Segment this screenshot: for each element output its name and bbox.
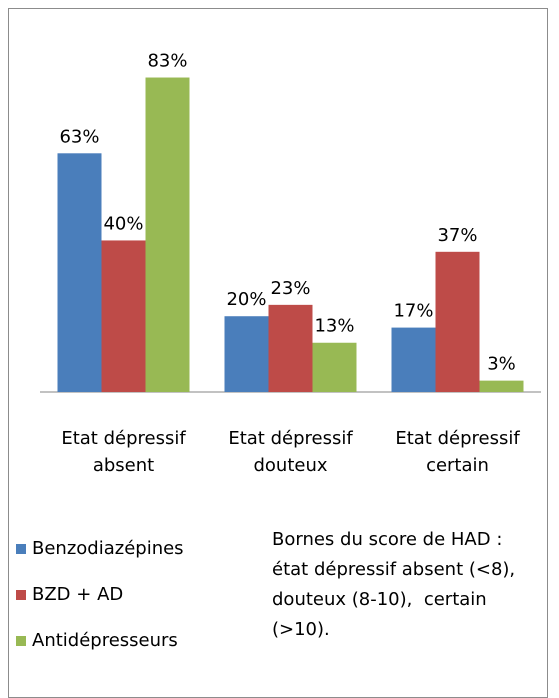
bar: [391, 327, 436, 392]
x-tick-label: Etat dépressif absent: [61, 428, 186, 476]
bar: [57, 153, 102, 392]
x-tick-label: Etat dépressif douteux: [228, 428, 353, 476]
data-label: 13%: [314, 316, 354, 337]
bar: [268, 304, 313, 392]
legend-item: Benzodiazépines: [16, 538, 184, 559]
bar: [435, 251, 480, 392]
legend-swatch: [16, 635, 26, 646]
data-label: 83%: [147, 51, 187, 72]
bar: [101, 240, 146, 392]
legend-label: BZD + AD: [32, 584, 124, 605]
chart: 63% 40% 83% 20%23%13% 17% 37% 3%: [40, 51, 541, 393]
data-label: 3%: [487, 354, 516, 375]
bar: [479, 380, 524, 392]
data-label: 23%: [270, 278, 310, 299]
legend-swatch: [16, 589, 26, 600]
legend-item: BZD + AD: [16, 584, 123, 605]
bar: [145, 77, 190, 393]
page: 63% 40% 83% 20% 23% 13% 17% 37% 3% Bornes du sco…: [8, 8, 548, 698]
bar: [224, 316, 269, 392]
data-label: 20%: [226, 289, 266, 310]
data-label: 37%: [437, 225, 477, 246]
data-label: 63%: [59, 126, 99, 147]
x-tick-label: Etat dépressif certain: [395, 428, 520, 476]
legend-label: Antidépresseurs: [32, 630, 178, 651]
legend-label: Benzodiazépines: [32, 538, 184, 559]
data-label: 40%: [103, 213, 143, 234]
data-label: 17%: [393, 301, 433, 322]
legend-item: Antidépresseurs: [16, 630, 178, 651]
legend-swatch: [16, 543, 26, 554]
annotation: Bornes du score de HAD : état dépressif …: [272, 529, 521, 640]
bar: [312, 342, 357, 392]
